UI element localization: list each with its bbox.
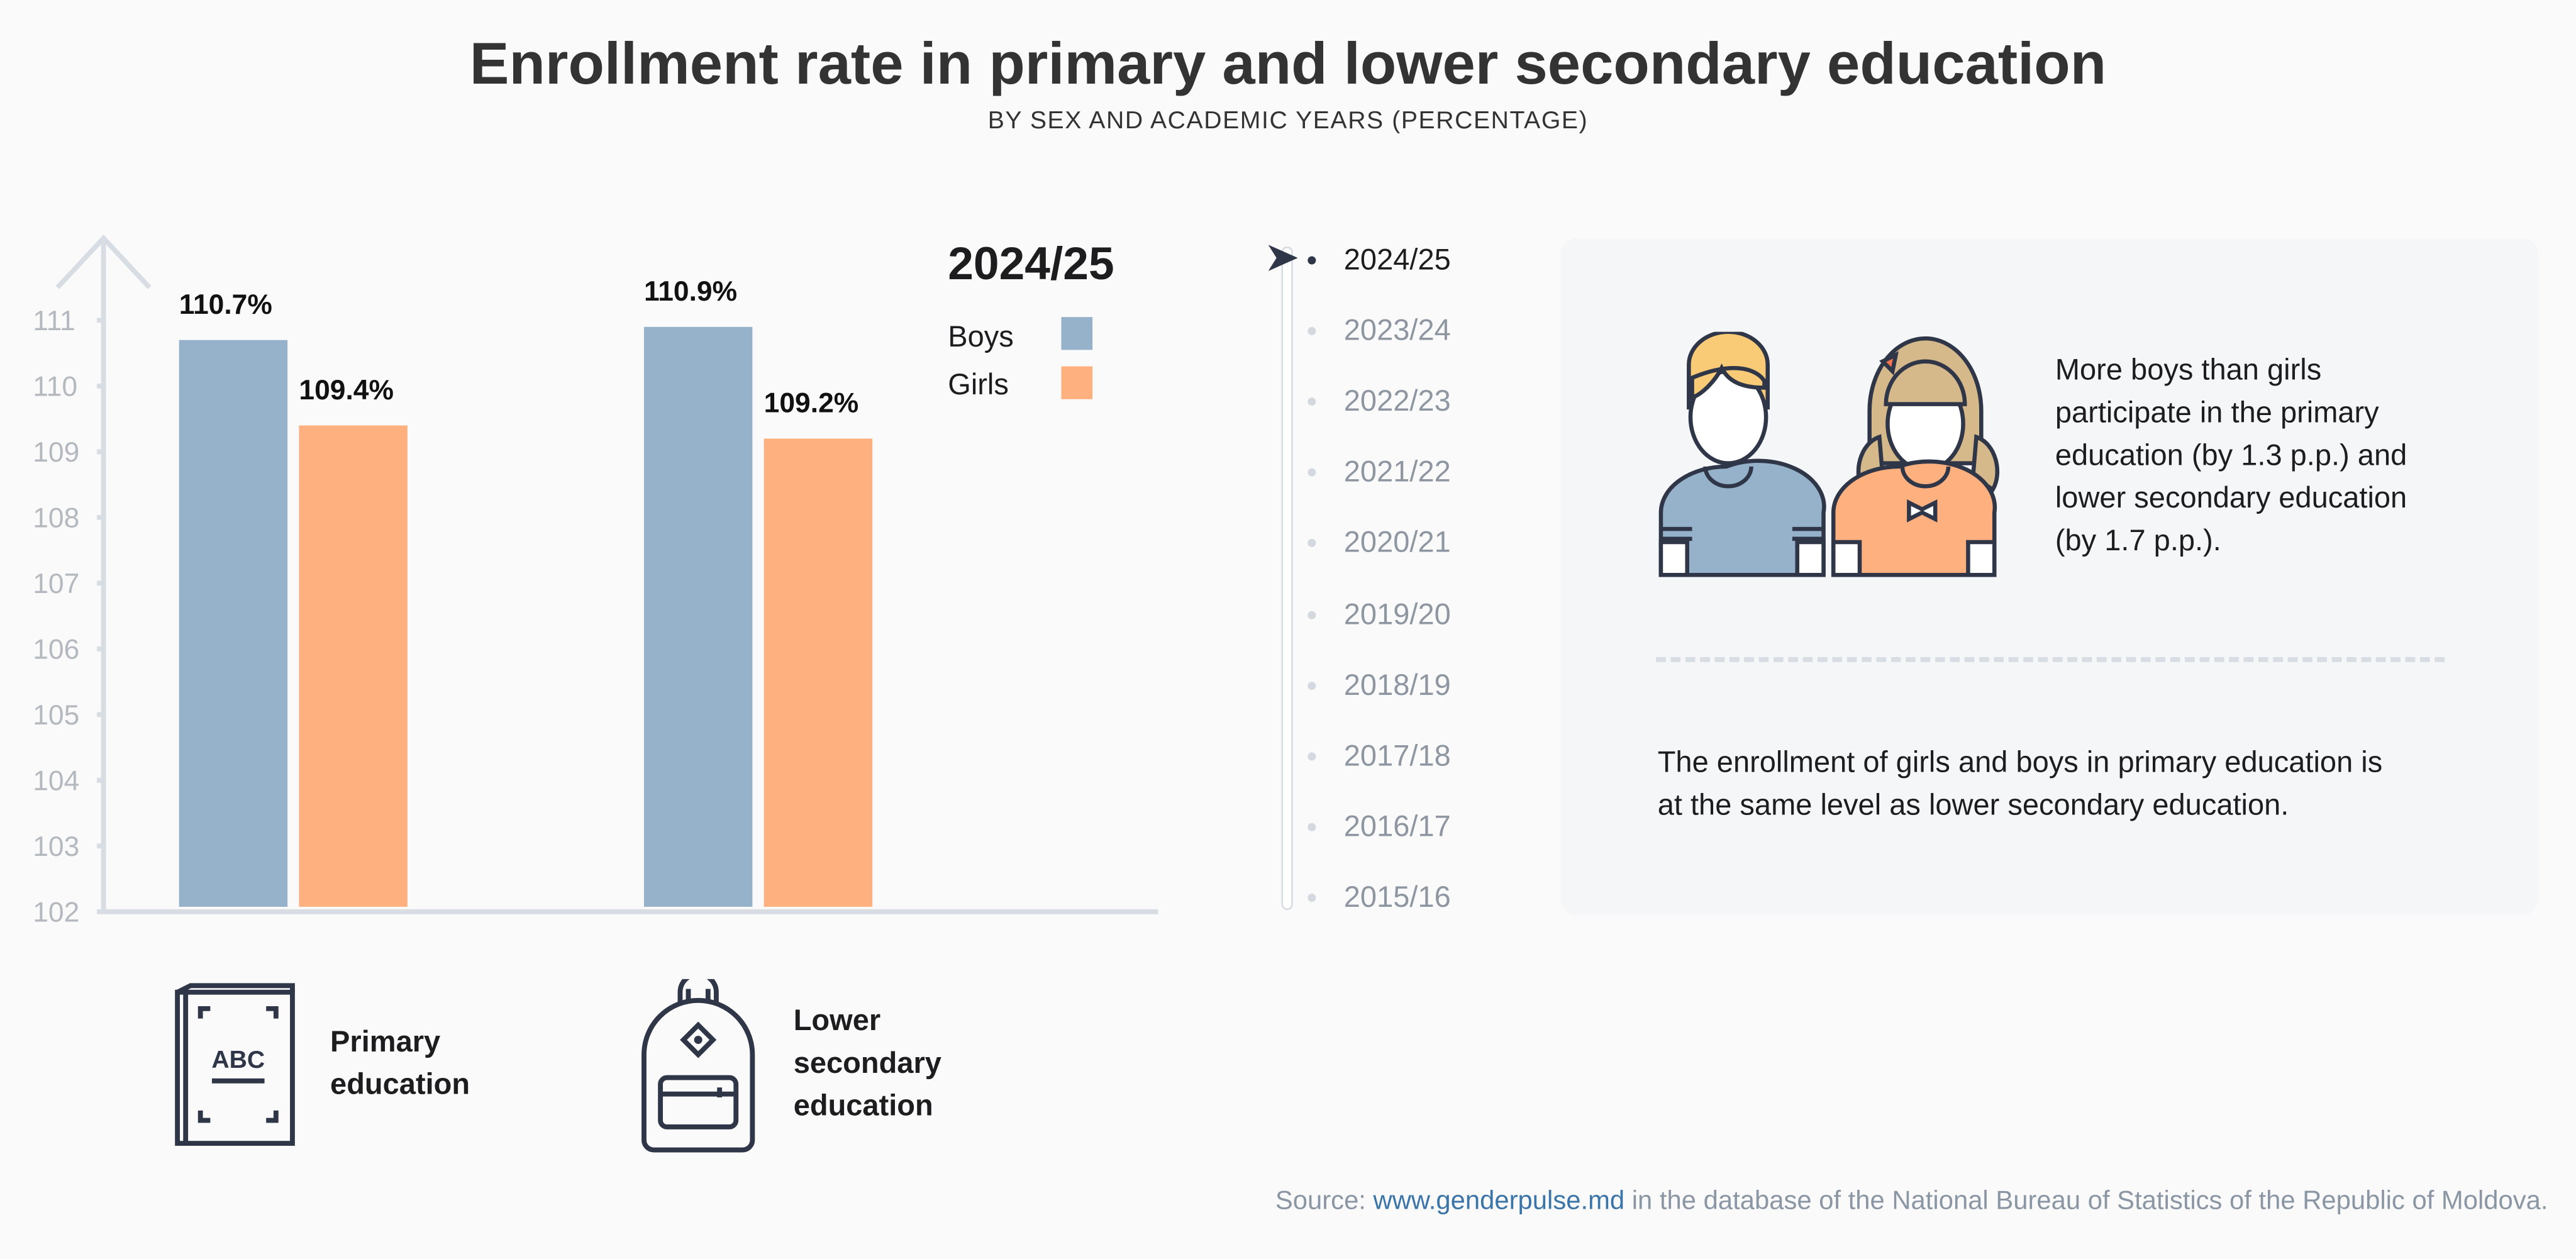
axes [55,235,1158,914]
page-title: Enrollment rate in primary and lower sec… [469,30,2107,97]
y-tick-label: 105 [33,700,79,731]
timeline-dot-icon [1307,610,1316,619]
timeline-year: 2017/18 [1343,739,1451,772]
legend-label-girls: Girls [948,368,1009,401]
label-line: Lower [793,1004,881,1037]
legend-title: 2024/25 [948,238,1114,289]
timeline-item[interactable]: 2017/18 [1307,739,1451,773]
text-line: The enrollment of girls and boys in prim… [1657,745,2383,779]
y-tick-mark [97,843,102,849]
divider [1656,657,2445,662]
timeline-item[interactable]: 2015/16 [1307,880,1451,914]
text-line: education (by 1.3 p.p.) and [2055,438,2407,472]
y-tick-mark [97,449,102,455]
y-tick-label: 110 [33,372,77,402]
y-tick-label: 102 [33,897,79,928]
source-link[interactable]: www.genderpulse.md [1373,1187,1625,1216]
data-label: 110.7% [179,289,272,320]
timeline-year: 2015/16 [1343,880,1451,914]
label-line: education [793,1089,933,1123]
text-line: More boys than girls [2055,353,2322,386]
bar-girls [763,438,873,907]
timeline-item[interactable]: 2018/19 [1307,668,1451,702]
text-line: (by 1.7 p.p.). [2055,524,2221,557]
boy-girl-icon [1658,331,1999,577]
y-tick-mark [97,646,102,652]
page-subtitle: BY SEX AND ACADEMIC YEARS (PERCENTAGE) [987,106,1589,135]
svg-text:ABC: ABC [211,1046,265,1073]
source-note: Source: www.genderpulse.md in the databa… [1275,1188,2548,1217]
label-line: education [330,1067,470,1101]
timeline-year: 2024/25 [1343,242,1451,275]
bar-girls [299,425,408,907]
bar-boys [179,340,288,907]
data-label: 109.2% [764,388,859,419]
y-tick-label: 109 [33,437,79,468]
timeline-year: 2022/23 [1343,384,1451,418]
y-tick-label: 111 [33,306,75,336]
source-suffix: in the database of the National Bureau o… [1624,1187,2548,1216]
bar-chart: 102 103 104 105 106 107 108 109 110 111 110.7% 109… [33,235,1158,928]
timeline-pointer-icon [1268,245,1298,272]
y-tick-label: 103 [33,831,79,862]
timeline-item[interactable]: 2024/25 [1307,242,1451,276]
panel-text-same-level: The enrollment of girls and boys in prim… [1658,741,2383,826]
legend-swatch-boys [1061,317,1093,350]
timeline-dot-icon [1307,823,1316,832]
timeline-item[interactable]: 2019/20 [1307,597,1451,631]
timeline-year: 2016/17 [1343,810,1451,843]
timeline-year: 2019/20 [1343,597,1451,630]
timeline-scrollbar[interactable] [1281,246,1293,911]
text-line: lower secondary education [2055,481,2407,514]
timeline-dot-icon [1307,539,1316,548]
timeline-dot-icon [1307,255,1316,264]
legend-label-boys: Boys [948,320,1014,353]
y-tick-label: 104 [33,765,79,796]
timeline-item[interactable]: 2021/22 [1307,455,1451,489]
axis-lines [101,238,1158,914]
y-tick-label: 107 [33,568,79,599]
y-tick-mark [97,580,102,586]
timeline-year: 2023/24 [1343,313,1451,347]
y-tick-label: 108 [33,503,79,534]
category-label-lower-secondary: Lower secondary education [794,999,941,1127]
label-line: Primary [330,1025,441,1058]
panel-text-gender-gap: More boys than girls participate in the … [2055,348,2407,562]
timeline-year: 2020/21 [1343,526,1451,559]
timeline-dot-icon [1307,468,1316,477]
category-label-primary: Primary education [330,1020,470,1106]
data-label: 110.9% [644,276,737,307]
y-tick-label: 106 [33,634,79,665]
text-line: at the same level as lower secondary edu… [1657,788,2289,822]
timeline-dot-icon [1307,894,1316,902]
label-line: secondary [793,1046,941,1080]
y-axis-arrow-icon [55,235,152,289]
timeline-dot-icon [1307,681,1316,690]
data-label: 109.4% [299,375,394,406]
y-tick-mark [97,514,102,520]
timeline-year: 2018/19 [1343,668,1451,701]
source-prefix: Source: [1275,1187,1374,1216]
timeline-dot-icon [1307,397,1316,406]
y-tick-mark [97,777,102,783]
timeline-dot-icon [1307,326,1316,335]
timeline-item[interactable]: 2023/24 [1307,313,1451,347]
y-tick-mark [97,383,102,389]
bar-boys [643,326,753,907]
abc-book-icon: ABC [175,983,295,1146]
text-line: participate in the primary [2055,396,2379,429]
y-tick-mark [97,712,102,718]
timeline-item[interactable]: 2020/21 [1307,526,1451,560]
timeline-item[interactable]: 2016/17 [1307,810,1451,843]
timeline-dot-icon [1307,752,1316,761]
timeline-year: 2021/22 [1343,455,1451,489]
timeline-item[interactable]: 2022/23 [1307,384,1451,418]
y-tick-mark [97,909,102,914]
y-tick-mark [97,318,102,323]
legend-swatch-girls [1061,366,1093,399]
backpack-icon [641,979,755,1153]
